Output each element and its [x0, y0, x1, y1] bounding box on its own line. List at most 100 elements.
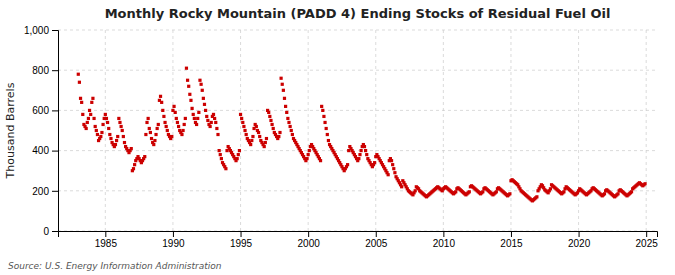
- x-tick-label: 1985: [95, 238, 118, 249]
- x-tick: 1995: [230, 231, 253, 249]
- x-tick-label: 2010: [433, 238, 456, 249]
- x-tick-mark: [173, 231, 174, 237]
- point: [145, 121, 148, 124]
- x-tick-mark: [241, 231, 242, 237]
- point: [363, 145, 366, 148]
- point: [268, 115, 271, 118]
- x-tick: 2025: [636, 231, 659, 249]
- point: [160, 101, 163, 104]
- point: [143, 155, 146, 158]
- point: [106, 121, 109, 124]
- point: [80, 101, 83, 104]
- point: [212, 113, 215, 116]
- point: [255, 125, 258, 128]
- point: [201, 89, 204, 92]
- point: [99, 135, 102, 138]
- point: [115, 139, 118, 142]
- x-tick-mark: [579, 231, 580, 237]
- point: [92, 117, 95, 120]
- point: [199, 83, 202, 86]
- y-tick-label: 600: [32, 105, 49, 116]
- x-tick: 2000: [298, 231, 321, 249]
- point: [257, 131, 260, 134]
- point: [117, 117, 120, 120]
- point: [358, 153, 361, 156]
- point: [322, 115, 325, 118]
- point: [282, 89, 285, 92]
- x-axis-line: [59, 232, 658, 238]
- point: [414, 189, 417, 192]
- point: [308, 149, 311, 152]
- point: [85, 127, 88, 130]
- point: [289, 125, 292, 128]
- y-tick-mark: [52, 191, 58, 192]
- point: [95, 129, 98, 132]
- point: [122, 135, 125, 138]
- point: [236, 157, 239, 160]
- point: [280, 77, 283, 80]
- y-tick-label: 0: [43, 226, 49, 237]
- point: [242, 125, 245, 128]
- x-grid-line: [510, 30, 511, 231]
- point: [390, 159, 393, 162]
- point: [133, 163, 136, 166]
- point: [79, 97, 82, 100]
- point: [218, 149, 221, 152]
- point: [206, 119, 209, 122]
- x-tick-label: 2005: [365, 238, 388, 249]
- point: [643, 182, 646, 185]
- point: [123, 141, 126, 144]
- x-grid-line: [240, 30, 241, 231]
- point: [153, 139, 156, 142]
- point: [603, 192, 606, 195]
- point: [251, 135, 254, 138]
- point: [508, 192, 511, 195]
- point: [237, 153, 240, 156]
- point: [267, 111, 270, 114]
- point: [307, 153, 310, 156]
- point: [281, 83, 284, 86]
- point: [392, 167, 395, 170]
- point: [319, 159, 322, 162]
- point: [130, 147, 133, 150]
- point: [193, 117, 196, 120]
- x-tick: 1985: [95, 231, 118, 249]
- point: [535, 195, 538, 198]
- x-grid-line: [308, 30, 309, 231]
- x-grid-line: [646, 30, 647, 231]
- point: [373, 161, 376, 164]
- point: [277, 135, 280, 138]
- x-tick-mark: [105, 231, 106, 237]
- x-tick-mark: [308, 231, 309, 237]
- x-tick: 2005: [365, 231, 388, 249]
- point: [108, 133, 111, 136]
- point: [156, 127, 159, 130]
- point: [364, 149, 367, 152]
- x-tick-label: 2025: [636, 238, 659, 249]
- point: [78, 81, 81, 84]
- plot-area: 1985199019952000200520102015202020250200…: [24, 25, 658, 249]
- point: [159, 95, 162, 98]
- point: [400, 185, 403, 188]
- point: [241, 121, 244, 124]
- point: [187, 85, 190, 88]
- point: [184, 117, 187, 120]
- point: [121, 129, 124, 132]
- point: [197, 111, 200, 114]
- point: [265, 137, 268, 140]
- x-tick: 2010: [433, 231, 456, 249]
- point: [327, 139, 330, 142]
- point: [205, 115, 208, 118]
- y-grid-line: [58, 150, 657, 151]
- point: [186, 79, 189, 82]
- point: [360, 149, 363, 152]
- point: [321, 109, 324, 112]
- point: [287, 121, 290, 124]
- x-tick-mark: [646, 231, 647, 237]
- y-tick: 800: [32, 65, 58, 76]
- point: [209, 125, 212, 128]
- point: [104, 113, 107, 116]
- x-tick-label: 2015: [500, 238, 523, 249]
- y-grid-line: [58, 190, 657, 191]
- point: [105, 117, 108, 120]
